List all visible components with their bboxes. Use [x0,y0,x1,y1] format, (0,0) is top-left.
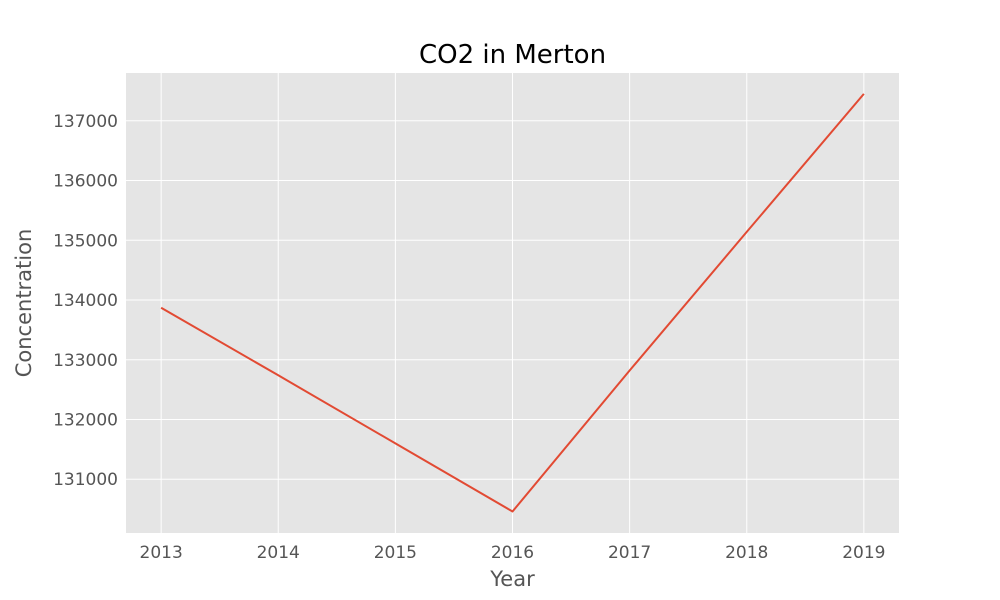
y-tick-label: 132000 [53,410,118,430]
y-axis-label: Concentration [12,229,36,378]
y-tick-label: 133000 [53,351,118,371]
x-tick-label: 2016 [491,543,534,563]
y-tick-label: 135000 [53,231,118,251]
y-tick-label: 134000 [53,291,118,311]
x-tick-label: 2014 [257,543,300,563]
x-tick-labels: 2013 2014 2015 2016 2017 2018 2019 [140,543,886,563]
y-tick-labels: 131000 132000 133000 134000 135000 136000 1370… [53,112,118,490]
chart-title: CO2 in Merton [419,40,606,70]
y-tick-label: 131000 [53,470,118,490]
series-layer [160,93,865,513]
x-tick-label: 2018 [725,543,768,563]
y-tick-label: 136000 [53,172,118,192]
x-tick-label: 2015 [374,543,417,563]
x-axis-label: Year [489,567,535,591]
x-tick-label: 2017 [608,543,651,563]
grid-lines [126,73,899,533]
x-tick-label: 2013 [140,543,183,563]
y-tick-label: 137000 [53,112,118,132]
x-tick-label: 2019 [842,543,885,563]
